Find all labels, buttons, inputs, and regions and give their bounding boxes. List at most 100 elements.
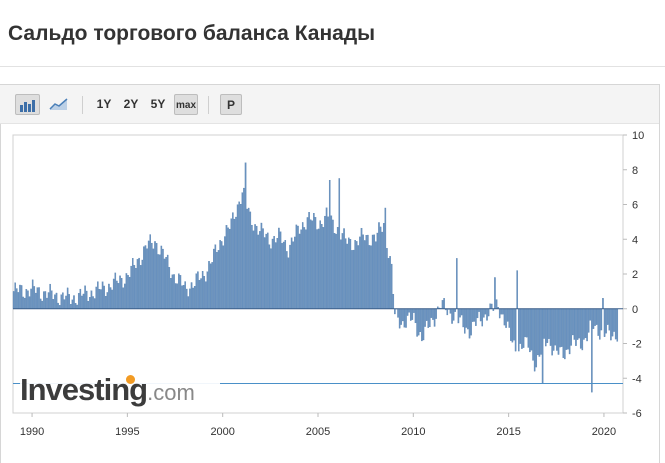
chart-bar [343,228,345,309]
chart-bar [136,259,139,309]
chart-bar [39,298,42,309]
chart-bar [235,216,237,309]
p-button[interactable]: P [220,94,242,115]
y-tick-label: -2 [632,339,642,351]
chart-bar [147,240,150,309]
chart-bar [23,297,26,309]
chart-bar [251,224,253,309]
range-2y-button[interactable]: 2Y [123,97,139,111]
chart-bar [522,308,525,348]
chart-bar [449,308,452,314]
chart-bar [427,308,429,328]
chart-bar [181,285,183,309]
chart-bar [406,308,409,316]
chart-bar [606,308,609,325]
chart-bar [281,243,283,309]
chart-bar [352,249,355,309]
x-tick-label: 1990 [20,426,44,438]
chart-bar [141,259,144,309]
chart-bar [408,308,410,313]
chart-bar [98,289,101,309]
chart-bar [216,252,218,309]
chart-bar [108,283,110,309]
chart-bar [591,308,593,393]
chart-bar [311,220,314,309]
chart-bar [389,256,391,309]
chart-bar [65,295,67,309]
chart-bar [535,308,538,368]
chart-bar [435,308,437,319]
chart-bar [584,308,587,339]
chart-bar [90,290,93,309]
chart-bar [422,308,425,341]
chart-bar [268,244,271,309]
y-tick-label: 2 [632,269,638,281]
chart-bar [530,308,533,351]
chart-bar [282,241,285,309]
chart-bar [316,229,318,309]
bar-chart-button[interactable] [15,94,40,115]
chart-bar [562,308,565,358]
chart-bar [33,286,36,309]
chart-bar [348,237,350,309]
chart-bar [28,296,31,309]
chart-bar [559,308,561,348]
chart-bar [276,238,279,309]
chart-bar [511,308,514,343]
chart-bar [47,292,50,309]
chart-bar [55,292,58,309]
chart-bar [152,248,155,309]
chart-bar [35,292,37,309]
x-tick-label: 2000 [210,426,234,438]
chart-bar [173,274,175,309]
chart-bar [100,289,102,309]
chart-bar [494,277,496,309]
chart-bar [425,308,428,321]
chart-bar [479,308,482,322]
watermark-dot [126,375,135,384]
range-5y-button[interactable]: 5Y [150,97,166,111]
chart-bar [178,273,180,309]
chart-bar [541,308,544,384]
chart-bar [189,288,191,309]
chart-bar [203,276,206,309]
line-chart-button[interactable] [46,94,71,115]
chart-bar [144,245,147,309]
chart-bar [321,224,323,309]
chart-bar [224,236,226,309]
chart-bar [305,229,307,309]
chart-bar [610,308,612,341]
chart-bar [187,296,190,309]
chart-bar [414,308,417,324]
chart-bar [595,308,598,325]
chart-bar [101,281,104,309]
chart-bar [510,308,512,341]
range-1y-button[interactable]: 1Y [96,97,112,111]
chart-bar [505,308,507,328]
chart-bar [600,308,603,331]
chart-bar [381,231,383,309]
range-max-button[interactable]: max [174,94,198,115]
chart-bar [211,262,213,309]
chart-bar [219,240,221,309]
chart-bar [459,308,461,318]
chart-bar [367,234,369,309]
chart-bar [227,227,229,309]
chart-bar [166,254,169,309]
chart-bar [174,283,177,309]
chart-bar [579,308,582,349]
chart-bar [135,268,137,309]
chart-bar [157,254,159,309]
chart-bar [36,287,39,309]
chart-bar [104,296,107,309]
chart-bar [564,308,566,360]
chart-bar [93,298,96,309]
chart-bar [290,237,293,309]
chart-bar [252,230,255,309]
chart-bar [489,303,491,309]
watermark-text: Investing.com [20,372,195,408]
chart-bar [158,254,161,309]
chart-bar [575,308,577,346]
chart-bar [236,204,239,309]
chart-bar [82,293,85,309]
